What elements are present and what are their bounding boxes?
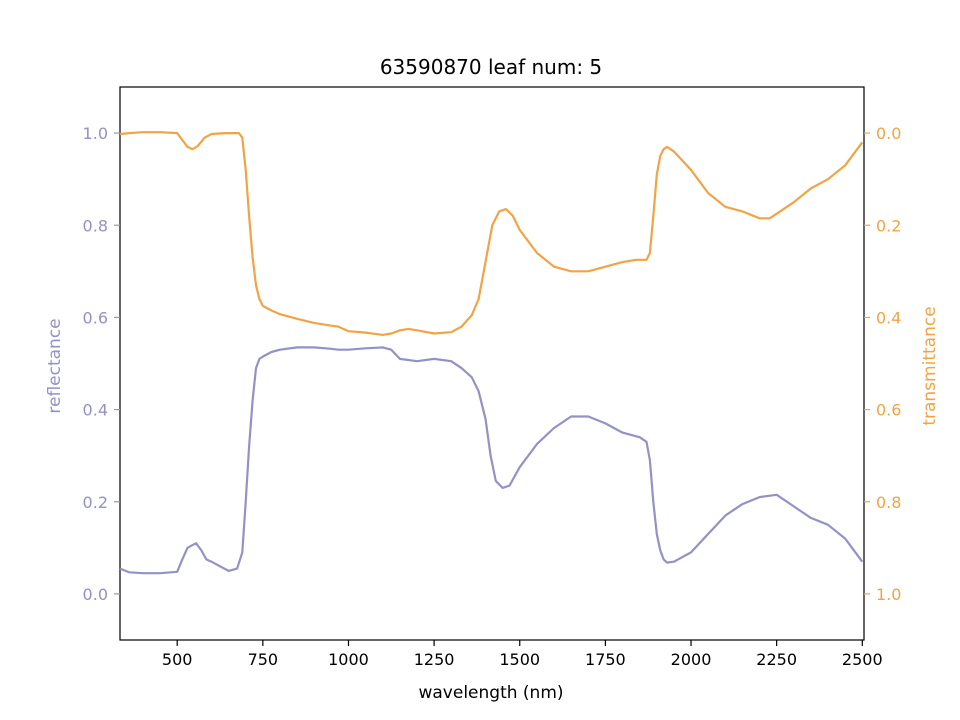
y-right-tick-label: 0.4 bbox=[876, 308, 901, 327]
x-tick-label: 1000 bbox=[328, 650, 369, 669]
y-axis-left-title: reflectance bbox=[45, 318, 65, 413]
y-left-tick-label: 1.0 bbox=[83, 124, 108, 143]
x-tick-label: 1500 bbox=[499, 650, 540, 669]
y-axis-right: 0.0 0.2 0.4 0.6 0.8 1.0 bbox=[864, 124, 901, 604]
y-right-tick-label: 0.0 bbox=[876, 124, 901, 143]
y-axis-right-title: transmittance bbox=[920, 306, 940, 425]
x-axis: 500 750 1000 1250 1500 1750 2000 2250 2500 bbox=[162, 640, 883, 669]
y-axis-left: 0.0 0.2 0.4 0.6 0.8 1.0 bbox=[83, 124, 120, 604]
series-layer bbox=[119, 131, 864, 575]
y-right-tick-label: 0.8 bbox=[876, 493, 901, 512]
plot-frame bbox=[119, 86, 865, 641]
y-left-tick-label: 0.8 bbox=[83, 216, 108, 235]
x-tick-label: 2500 bbox=[842, 650, 883, 669]
y-right-tick-label: 0.6 bbox=[876, 401, 901, 420]
x-tick-label: 500 bbox=[162, 650, 193, 669]
chart-title: 63590870 leaf num: 5 bbox=[380, 55, 602, 79]
y-left-tick-label: 0.2 bbox=[83, 493, 108, 512]
y-right-tick-label: 0.2 bbox=[876, 216, 901, 235]
y-left-tick-label: 0.6 bbox=[83, 308, 108, 327]
x-tick-label: 1750 bbox=[585, 650, 626, 669]
y-left-tick-label: 0.0 bbox=[83, 585, 108, 604]
x-tick-label: 2250 bbox=[756, 650, 797, 669]
y-left-tick-label: 0.4 bbox=[83, 401, 108, 420]
x-axis-title: wavelength (nm) bbox=[418, 683, 563, 703]
reflectance-line bbox=[119, 346, 864, 575]
x-tick-label: 2000 bbox=[671, 650, 712, 669]
x-tick-label: 750 bbox=[248, 650, 279, 669]
transmittance-line bbox=[119, 131, 864, 336]
y-right-tick-label: 1.0 bbox=[876, 585, 901, 604]
x-tick-label: 1250 bbox=[414, 650, 455, 669]
